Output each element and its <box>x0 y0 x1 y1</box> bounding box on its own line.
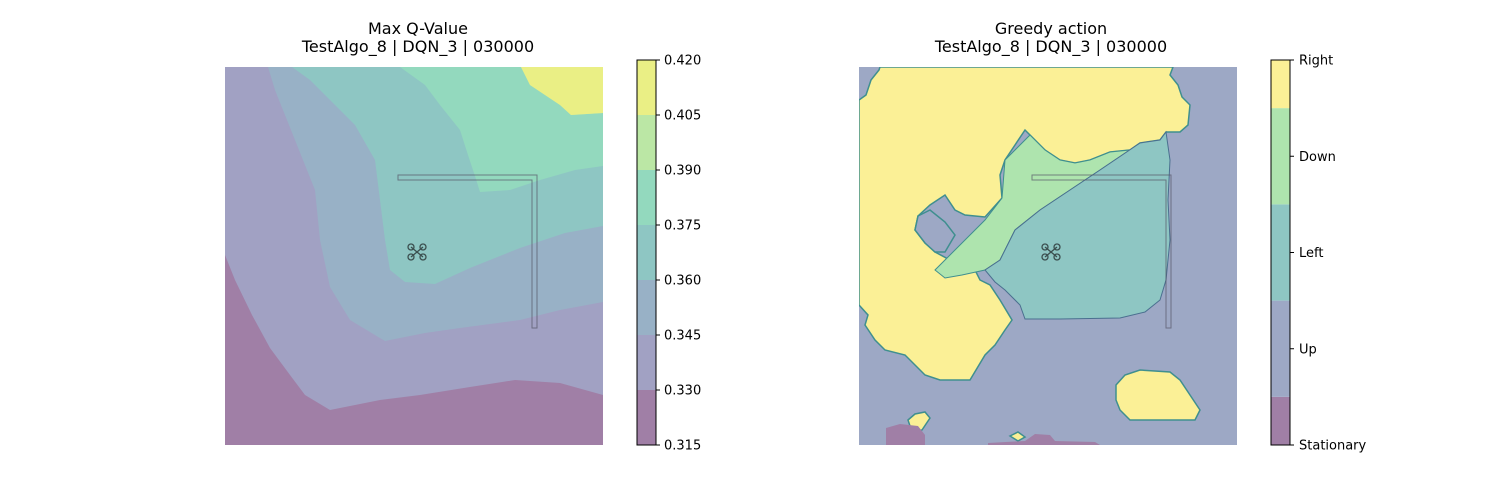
colorbar-band <box>637 390 656 445</box>
region-up-island <box>914 209 956 253</box>
colorbar-band <box>637 115 656 170</box>
chart-subtitle-1: TestAlgo_8 | DQN_3 | 030000 <box>301 37 534 57</box>
region-right-large <box>859 67 1191 381</box>
colorbar-tick-label: Up <box>1299 342 1317 357</box>
colorbar-tick-label: 0.390 <box>664 164 701 179</box>
colorbar-tick-label: 0.315 <box>664 439 701 454</box>
track-outline-2 <box>1031 174 1172 329</box>
colorbar-band <box>637 335 656 390</box>
colorbar-band <box>1271 396 1290 445</box>
colorbar-band <box>637 280 656 335</box>
chart-subtitle-2: TestAlgo_8 | DQN_3 | 030000 <box>934 37 1167 57</box>
colorbar-tick-label: 0.345 <box>664 329 701 344</box>
chart-title-1: Max Q-Value <box>368 19 468 38</box>
colorbar-band <box>1271 300 1290 397</box>
greedy-action-chart: Greedy action TestAlgo_8 | DQN_3 | 03000… <box>859 19 1367 454</box>
colorbar-band <box>1271 60 1290 109</box>
colorbar-band <box>1271 108 1290 205</box>
track-outline <box>397 174 538 329</box>
colorbar-band <box>1271 204 1290 301</box>
colorbar-tick-label: Stationary <box>1299 439 1367 454</box>
colorbar-tick-label: Down <box>1299 150 1336 165</box>
drone-icon <box>407 243 427 261</box>
q-level-band-5 <box>345 67 603 192</box>
colorbar-tick-label: 0.330 <box>664 384 701 399</box>
colorbar-band <box>637 60 656 115</box>
colorbar-tick-label: 0.360 <box>664 274 701 289</box>
colorbar-tick-label: 0.420 <box>664 54 701 69</box>
colorbar-tick-label: Left <box>1299 246 1323 261</box>
max-q-chart: Max Q-Value TestAlgo_8 | DQN_3 | 030000 … <box>225 19 701 454</box>
colorbar-tick-label: 0.375 <box>664 219 701 234</box>
colorbar-band <box>637 225 656 280</box>
colorbar-q: 0.420 0.405 0.390 0.375 0.360 0.345 0.330 0.315 <box>636 54 701 454</box>
colorbar-band <box>637 170 656 225</box>
region-left <box>984 130 1171 320</box>
colorbar-action: Stationary Up Left Down Right <box>1270 54 1367 454</box>
region-right-dot <box>1008 431 1027 442</box>
chart-title-2: Greedy action <box>995 19 1107 38</box>
region-stationary-1 <box>886 424 925 445</box>
q-level-band-7 <box>521 67 603 115</box>
drone-icon <box>1041 243 1061 261</box>
region-stationary-2 <box>988 434 1100 445</box>
region-right-small <box>1115 369 1201 421</box>
colorbar-tick-label: Right <box>1299 54 1333 69</box>
colorbar-tick-label: 0.405 <box>664 109 701 124</box>
